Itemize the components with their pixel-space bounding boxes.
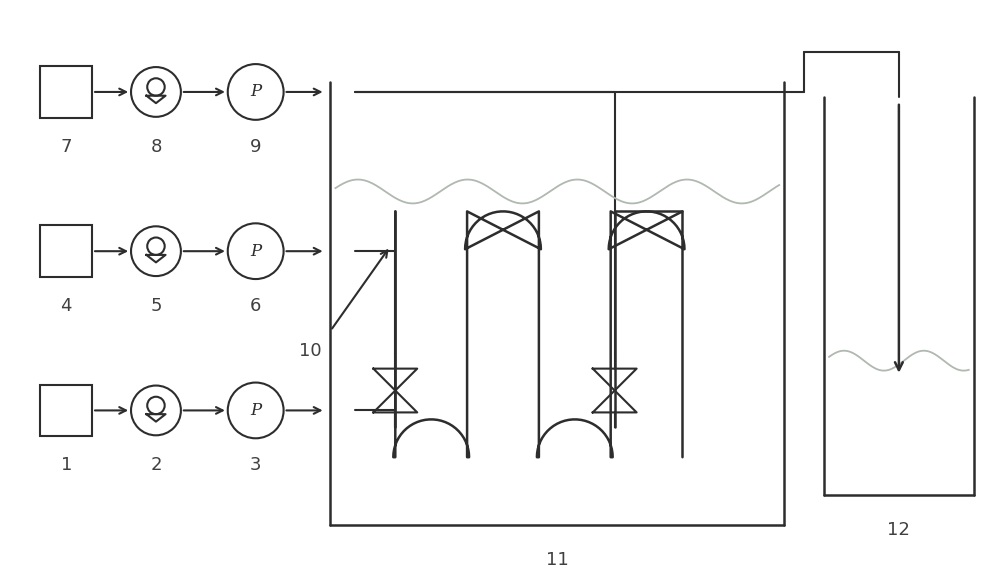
Text: 12: 12 [887,521,910,539]
Bar [40,66,92,118]
Bar [40,385,92,436]
Text: P: P [250,402,261,419]
Text: 9: 9 [250,138,261,156]
Text: 6: 6 [250,297,261,315]
Text: 1: 1 [61,456,72,474]
Text: P: P [250,84,261,101]
Text: 5: 5 [150,297,162,315]
Text: 4: 4 [60,297,72,315]
Text: 7: 7 [60,138,72,156]
Text: 8: 8 [150,138,162,156]
Text: 10: 10 [299,342,322,360]
Text: 2: 2 [150,456,162,474]
Text: P: P [250,243,261,260]
Text: 11: 11 [546,551,569,569]
Text: 3: 3 [250,456,261,474]
Bar [40,225,92,277]
